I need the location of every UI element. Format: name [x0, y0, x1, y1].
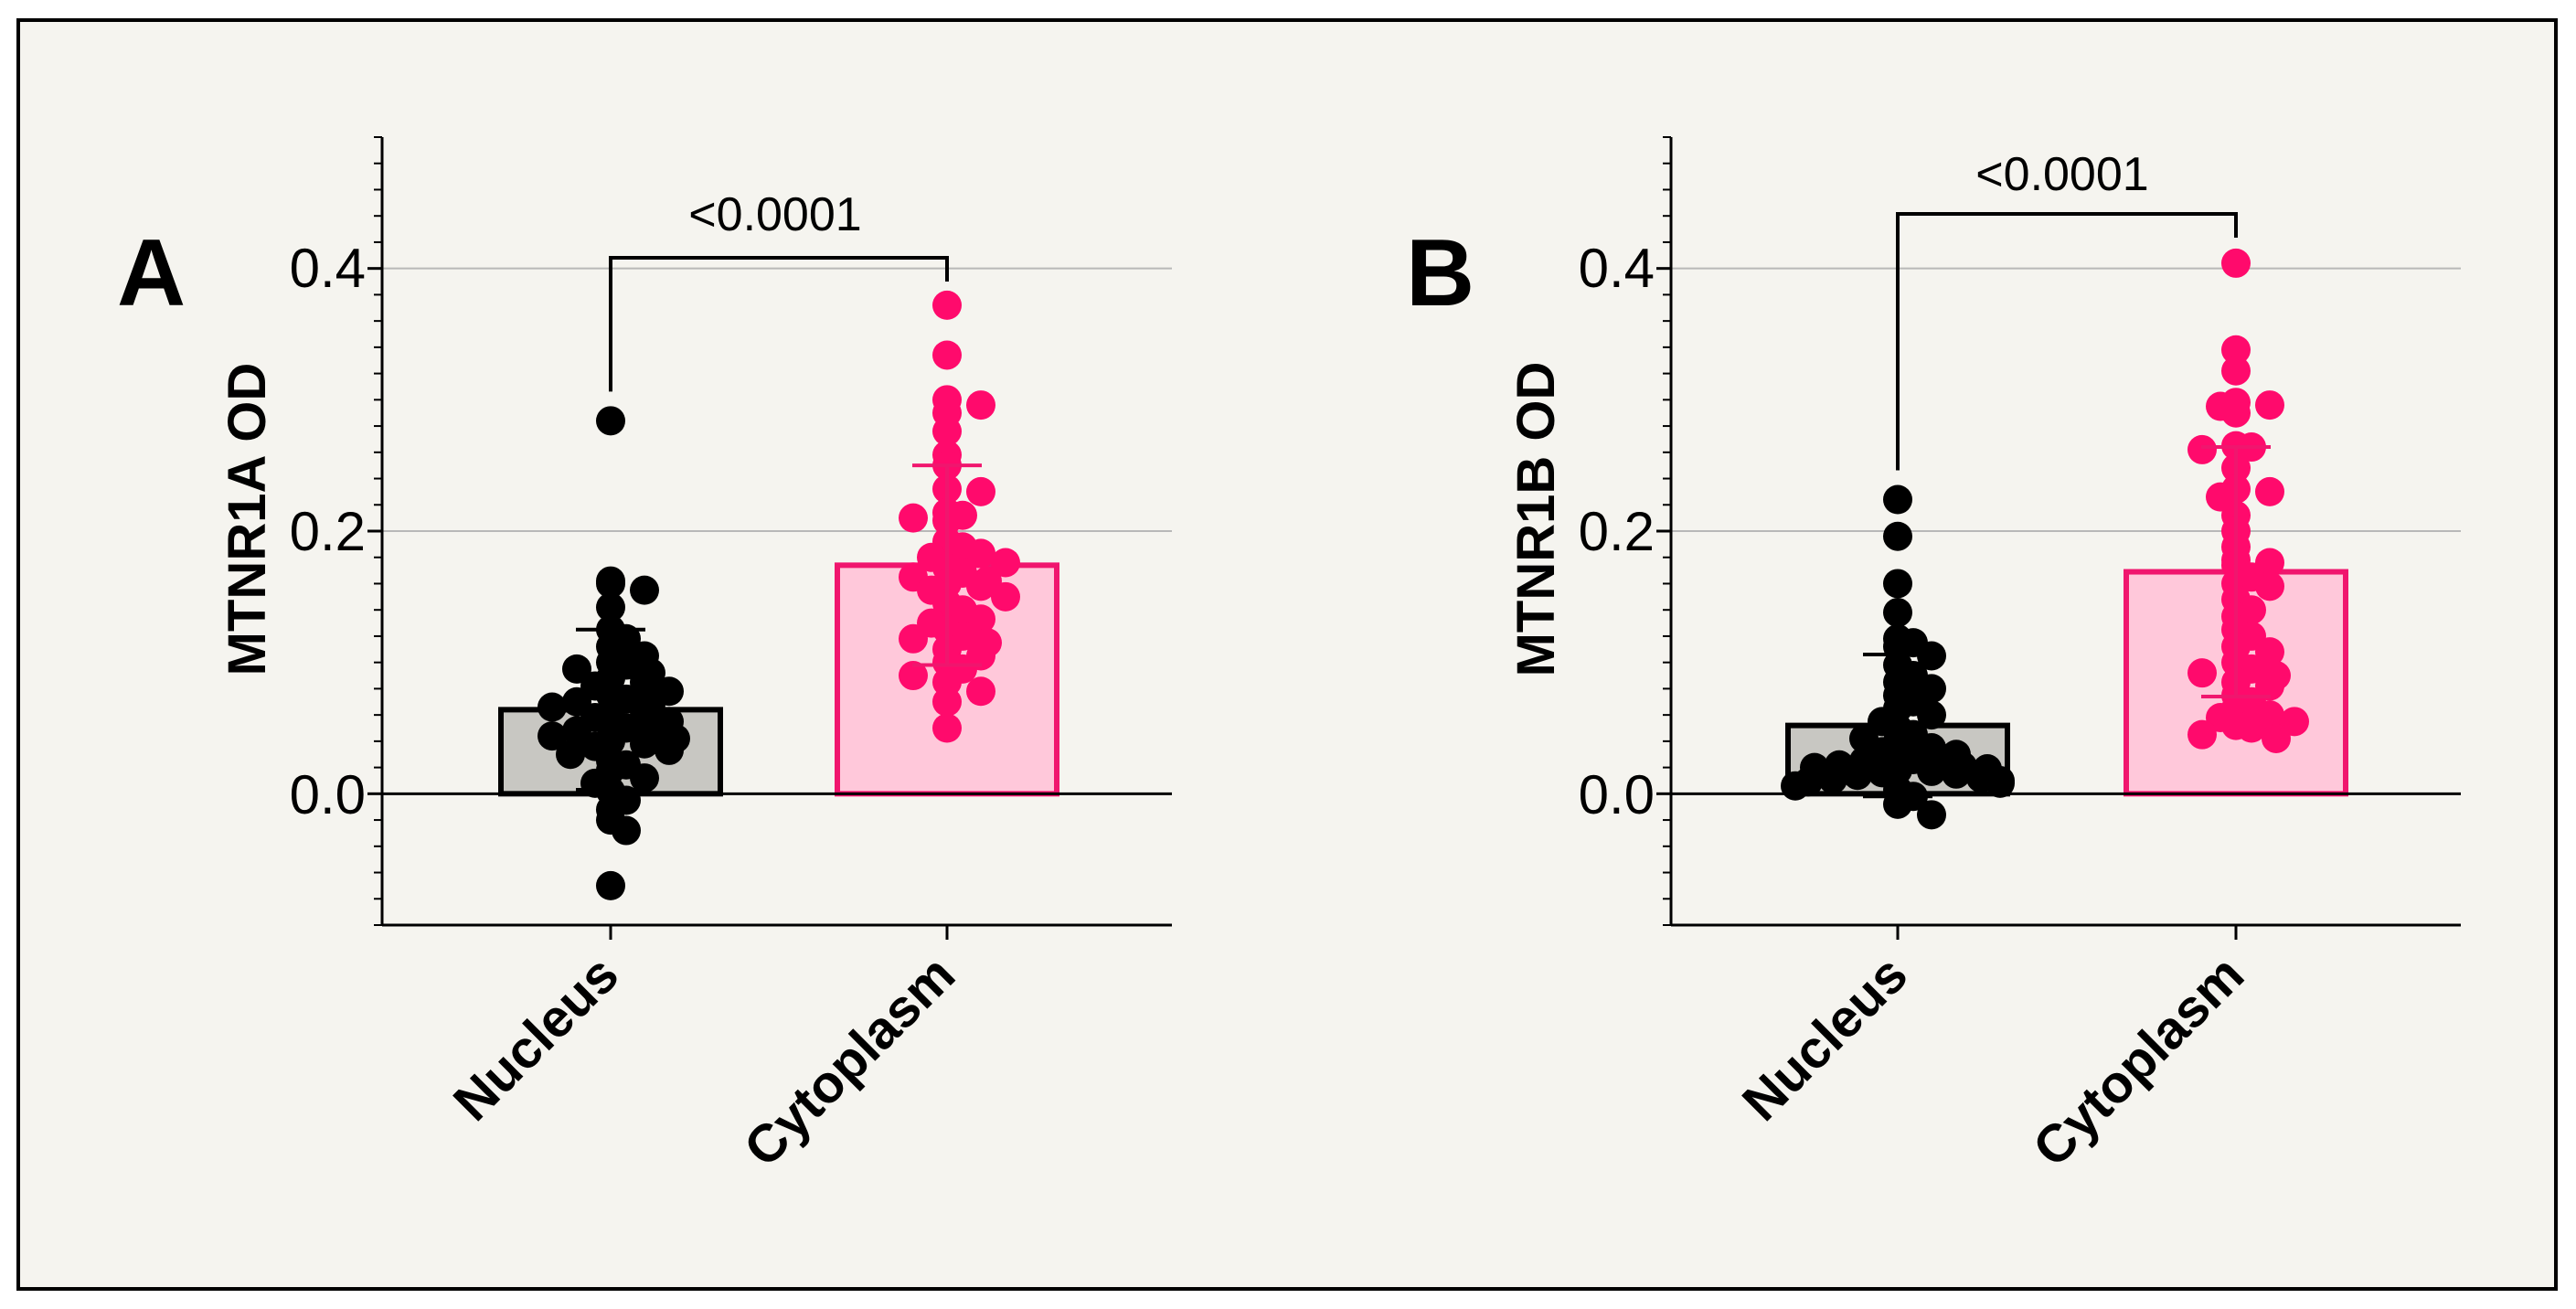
data-point-cytoplasm-a	[932, 340, 962, 370]
panel-a: A MTNR1A OD <0.0001 Nucleus Cytoplasm 0.…	[117, 136, 1172, 1178]
data-point-nucleus-a	[630, 763, 659, 793]
data-point-cytoplasm-a	[932, 686, 962, 717]
data-point-cytoplasm-a	[932, 290, 962, 320]
data-point-nucleus-a	[556, 740, 585, 770]
data-point-cytoplasm-b	[2221, 398, 2251, 428]
data-point-nucleus-b	[1917, 756, 1946, 786]
y-tick-label-a-2: 0.4	[290, 238, 366, 299]
data-point-cytoplasm-b	[2280, 707, 2309, 737]
data-point-cytoplasm-a	[899, 623, 928, 654]
data-point-cytoplasm-a	[966, 571, 995, 601]
data-point-nucleus-a	[630, 729, 659, 759]
data-point-cytoplasm-a	[966, 676, 995, 707]
significance-label-b: <0.0001	[1975, 148, 2148, 201]
data-point-nucleus-a	[596, 569, 625, 599]
data-point-cytoplasm-a	[932, 713, 962, 743]
data-point-nucleus-a	[596, 592, 625, 623]
data-point-nucleus-a	[596, 406, 625, 436]
data-point-cytoplasm-a	[966, 604, 995, 634]
data-point-nucleus-b	[1917, 700, 1946, 730]
data-point-nucleus-a	[538, 721, 567, 751]
data-point-cytoplasm-b	[2262, 723, 2291, 753]
y-axis-title-b: MTNR1B OD	[1506, 362, 1566, 677]
data-point-cytoplasm-b	[2187, 434, 2217, 464]
data-point-nucleus-a	[612, 815, 641, 846]
data-point-cytoplasm-b	[2187, 719, 2217, 750]
data-point-cytoplasm-b	[2255, 476, 2284, 506]
data-point-cytoplasm-a	[966, 390, 995, 420]
data-point-cytoplasm-b	[2187, 658, 2217, 688]
data-point-cytoplasm-b	[2221, 248, 2251, 278]
significance-bracket-a	[609, 256, 949, 392]
y-tick-label-a-1: 0.2	[290, 501, 366, 562]
data-point-nucleus-a	[538, 692, 567, 722]
data-point-cytoplasm-b	[2255, 390, 2284, 420]
data-point-cytoplasm-b	[2221, 356, 2251, 386]
data-point-nucleus-b	[1818, 764, 1847, 794]
data-point-nucleus-b	[1883, 569, 1912, 599]
data-point-nucleus-a	[630, 667, 659, 697]
data-point-cytoplasm-b	[2255, 571, 2284, 601]
data-point-cytoplasm-a	[991, 581, 1020, 612]
data-point-nucleus-a	[630, 575, 659, 605]
data-point-cytoplasm-a	[966, 538, 995, 569]
data-point-nucleus-a	[596, 870, 625, 900]
data-point-cytoplasm-a	[899, 503, 928, 533]
y-tick-label-b-0: 0.0	[1579, 764, 1655, 825]
significance-bracket-b	[1896, 212, 2238, 471]
data-point-cytoplasm-b	[2237, 713, 2266, 743]
data-point-nucleus-b	[1843, 761, 1872, 791]
data-point-nucleus-b	[1883, 598, 1912, 628]
data-point-nucleus-b	[1781, 771, 1810, 801]
panel-label-b: B	[1406, 220, 1474, 326]
data-point-nucleus-b	[1942, 759, 1971, 789]
data-point-nucleus-b	[1985, 768, 2015, 798]
y-axis-title-a: MTNR1A OD	[218, 363, 277, 676]
data-point-cytoplasm-a	[991, 548, 1020, 578]
data-point-nucleus-a	[655, 735, 684, 765]
data-point-cytoplasm-b	[2255, 637, 2284, 667]
significance-label-a: <0.0001	[688, 188, 861, 241]
data-point-cytoplasm-a	[966, 476, 995, 506]
data-point-cytoplasm-a	[899, 661, 928, 691]
panel-label-a: A	[117, 220, 186, 326]
data-point-nucleus-b	[1883, 484, 1912, 515]
data-point-nucleus-a	[562, 654, 591, 684]
data-point-cytoplasm-b	[2221, 335, 2251, 365]
data-point-cytoplasm-a	[932, 416, 962, 446]
y-tick-label-b-1: 0.2	[1579, 501, 1655, 562]
data-point-nucleus-b	[1917, 800, 1946, 830]
y-tick-label-b-2: 0.4	[1579, 238, 1655, 299]
data-point-nucleus-b	[1883, 521, 1912, 551]
y-tick-label-a-0: 0.0	[290, 764, 366, 825]
